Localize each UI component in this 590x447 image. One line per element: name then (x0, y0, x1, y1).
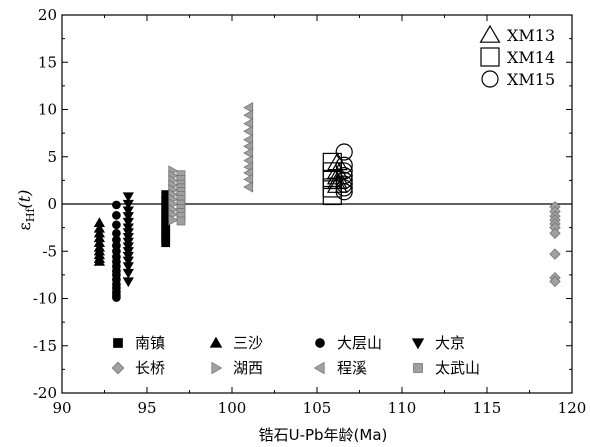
sample-point (335, 162, 353, 180)
y-tick-label: -20 (33, 384, 57, 402)
sample-xm14 (322, 152, 342, 206)
data-point (243, 118, 254, 130)
sample-xm15 (335, 143, 353, 201)
y-axis-label: εHf(t) (15, 190, 37, 231)
data-point (243, 173, 254, 186)
svg-text:εHf(t): εHf(t) (15, 190, 37, 231)
sample-point (335, 175, 353, 193)
data-point (243, 181, 254, 193)
series-legend-icon (315, 338, 325, 348)
data-point (243, 125, 254, 137)
data-point (122, 268, 134, 279)
x-tick-label: 110 (388, 399, 417, 417)
xm15-legend-label: XM15 (507, 70, 555, 89)
data-point (176, 216, 186, 226)
data-point (549, 275, 561, 288)
data-point (93, 255, 106, 266)
sample-point (335, 179, 353, 197)
xm14-legend-icon (480, 47, 500, 67)
x-tick-label: 120 (558, 399, 587, 417)
sample-legend: XM13 XM14 XM15 (479, 24, 555, 89)
data-point (122, 277, 134, 288)
x-axis-label: 锆石U-Pb年龄(Ma) (259, 426, 388, 444)
data-point (112, 200, 121, 210)
series-7 (176, 170, 186, 226)
series-legend-icon (111, 361, 125, 375)
data-point (122, 262, 134, 273)
data-point (112, 220, 121, 230)
data-point (112, 293, 121, 302)
sample-point (335, 183, 353, 201)
y-axis-label-tail: (t) (15, 190, 34, 209)
sample-point (335, 156, 353, 174)
x-tick-label: 95 (137, 399, 156, 417)
data-point (243, 102, 254, 114)
series-2 (112, 200, 121, 302)
series-legend-label: 湖西 (233, 359, 263, 377)
data-point (243, 147, 254, 159)
x-tick-label: 105 (303, 399, 332, 417)
series-legend-label: 大京 (435, 334, 465, 352)
data-point (122, 192, 134, 203)
data-point (549, 248, 561, 260)
sample-point (335, 171, 353, 189)
data-point (122, 206, 134, 217)
xm14-legend-label: XM14 (507, 48, 555, 67)
xm13-legend-label: XM13 (507, 26, 555, 45)
x-tick-label: 115 (473, 399, 502, 417)
data-point (122, 256, 134, 267)
series-legend-label: 大层山 (337, 334, 382, 352)
data-point (168, 214, 179, 226)
y-tick-label: -15 (33, 337, 57, 355)
data-point (161, 238, 171, 248)
x-tick-label: 100 (218, 399, 247, 417)
series-legend-label: 太武山 (435, 359, 480, 377)
series-legend-icon (411, 338, 425, 350)
data-point (122, 199, 134, 210)
series-5 (168, 165, 179, 226)
x-tick-label: 90 (52, 399, 71, 417)
y-axis-label-sub: Hf (24, 208, 37, 223)
y-tick-label: -5 (42, 242, 57, 260)
y-tick-label: 10 (38, 101, 57, 119)
series-legend-icon (313, 361, 325, 375)
y-axis-label-main: ε (15, 222, 34, 230)
sample-point (335, 143, 353, 161)
series-legend-label: 程溪 (337, 359, 367, 377)
y-tick-label: 20 (38, 6, 57, 24)
series-legend-icon (209, 336, 223, 348)
series-legend-icon (211, 361, 223, 375)
series-legend-label: 三沙 (233, 334, 263, 352)
data-point (122, 212, 134, 222)
xm15-legend-icon (481, 70, 499, 88)
y-tick-label: 5 (47, 148, 57, 166)
data-point (243, 109, 254, 121)
series-6 (243, 102, 254, 193)
series-legend-label: 南镇 (135, 334, 165, 352)
data-point (549, 227, 561, 239)
y-tick-label: 0 (47, 195, 57, 213)
series-3 (122, 192, 134, 288)
axes: 90 95 100 105 110 115 120 -20 -15 -10 -5 0 5 10 15 20 (33, 6, 586, 417)
xm13-legend-icon (479, 24, 501, 43)
data-point (122, 217, 134, 228)
series-legend-icon (413, 363, 423, 373)
data-point (112, 210, 121, 220)
series-4 (549, 201, 561, 288)
series-legend-icon (113, 338, 123, 348)
data-points (93, 102, 561, 302)
y-tick-label: -10 (33, 290, 57, 308)
series-legend-label: 长桥 (135, 359, 165, 377)
y-tick-label: 15 (38, 53, 57, 71)
series-1 (93, 217, 106, 266)
